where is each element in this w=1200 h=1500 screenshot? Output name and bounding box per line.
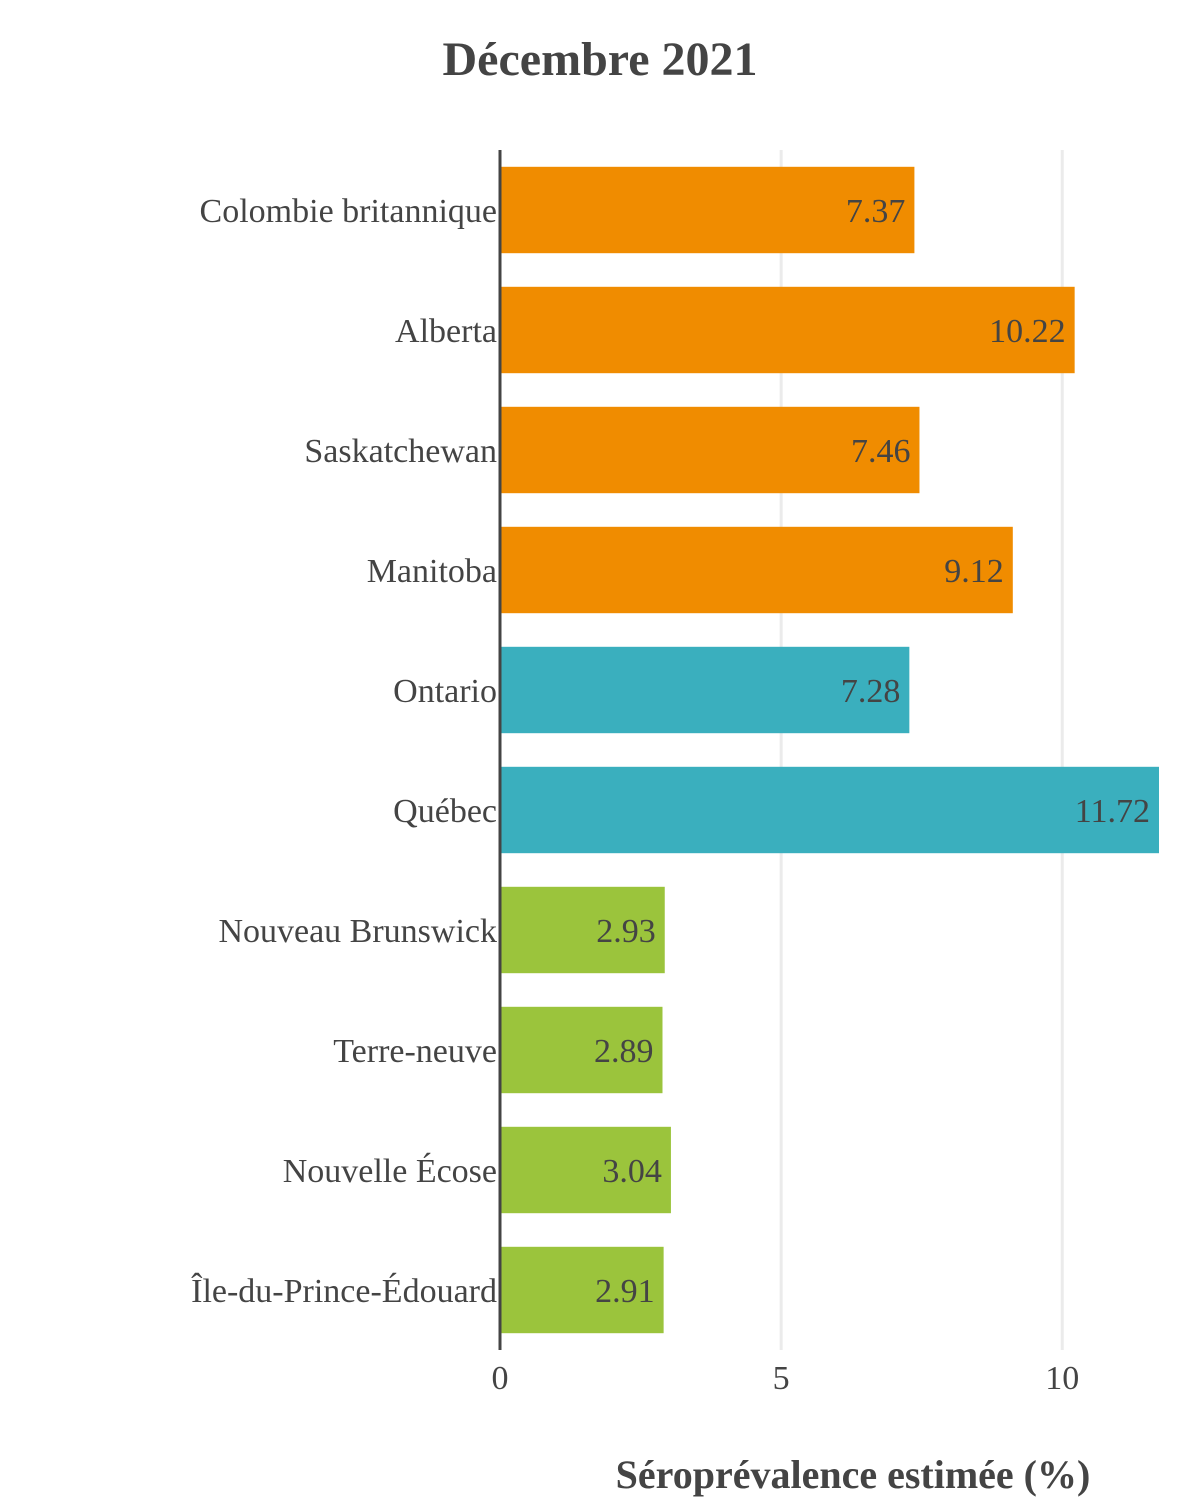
x-tick-label: 0 bbox=[492, 1360, 509, 1397]
chart-title: Décembre 2021 bbox=[443, 33, 758, 86]
bar bbox=[500, 766, 1159, 854]
x-tick-label: 10 bbox=[1045, 1360, 1079, 1397]
bar bbox=[500, 166, 915, 254]
bar bbox=[500, 526, 1013, 614]
category-label: Colombie britannique bbox=[200, 193, 497, 230]
value-label: 11.72 bbox=[1075, 793, 1150, 830]
category-label: Ontario bbox=[393, 673, 497, 710]
value-label: 7.28 bbox=[841, 673, 901, 710]
category-labels: Colombie britannique Alberta Saskatchewan M… bbox=[191, 193, 497, 1310]
x-tick-labels: 0 5 10 bbox=[492, 1360, 1080, 1397]
x-axis-title: Séroprévalence estimée (%) bbox=[616, 1452, 1091, 1497]
bar bbox=[500, 1126, 671, 1214]
bar bbox=[500, 1006, 663, 1094]
category-label: Nouveau Brunswick bbox=[218, 913, 497, 950]
category-label: Québec bbox=[393, 793, 497, 830]
bar bbox=[500, 646, 910, 734]
category-label: Terre-neuve bbox=[333, 1033, 497, 1070]
value-label: 7.37 bbox=[846, 193, 906, 230]
bar bbox=[500, 886, 665, 974]
bar bbox=[500, 406, 920, 494]
value-label: 10.22 bbox=[989, 313, 1066, 350]
value-labels: 7.37 10.22 7.46 9.12 7.28 11.72 2.93 2.89 3.04 2.… bbox=[594, 193, 1150, 1310]
category-label: Saskatchewan bbox=[304, 433, 497, 470]
category-label: Manitoba bbox=[367, 553, 497, 590]
value-label: 7.46 bbox=[851, 433, 911, 470]
value-label: 2.93 bbox=[596, 913, 656, 950]
category-label: Alberta bbox=[395, 313, 497, 350]
bars bbox=[500, 166, 1159, 1334]
bar bbox=[500, 1246, 664, 1334]
value-label: 3.04 bbox=[602, 1153, 662, 1190]
bar bbox=[500, 286, 1075, 374]
category-label: Nouvelle Écose bbox=[283, 1153, 497, 1190]
category-label: Île-du-Prince-Édouard bbox=[191, 1273, 497, 1310]
x-tick-label: 5 bbox=[773, 1360, 790, 1397]
value-label: 9.12 bbox=[944, 553, 1004, 590]
value-label: 2.89 bbox=[594, 1033, 654, 1070]
value-label: 2.91 bbox=[595, 1273, 655, 1310]
